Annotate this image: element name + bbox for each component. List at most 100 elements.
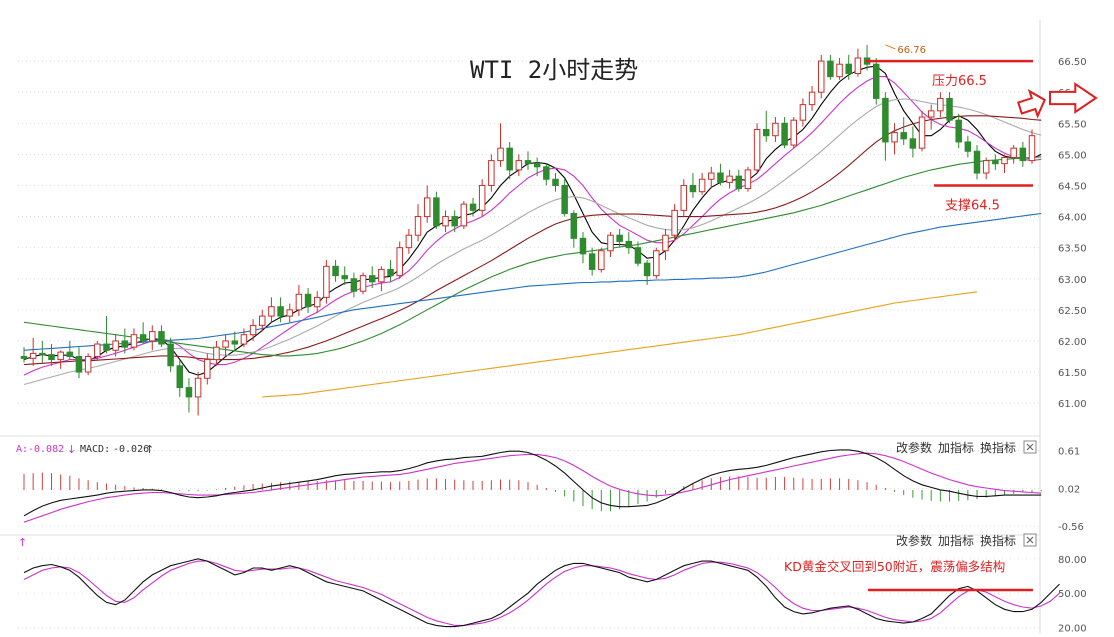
candle-down — [524, 160, 532, 165]
price-tick-label: 63.00 — [1058, 275, 1087, 286]
down-arrow-icon: ↓ — [67, 443, 76, 456]
axis-layer: 66.5066.0065.5065.0064.5064.0063.5063.00… — [0, 20, 1087, 633]
candle-down — [717, 172, 724, 183]
candle-up — [927, 110, 935, 118]
candle-down — [368, 275, 376, 283]
price-tick-label: 63.50 — [1058, 244, 1087, 255]
indicator-button-edit-params[interactable]: 改参数 — [896, 440, 932, 455]
candle-up — [249, 324, 257, 336]
candle-up — [396, 247, 403, 277]
candle-down — [992, 160, 999, 165]
close-icon[interactable] — [1023, 440, 1037, 454]
right-arrow-icon — [1049, 82, 1098, 114]
kd-tick-label: 80.00 — [1058, 555, 1087, 566]
support-label: 支撑64.5 — [945, 198, 1000, 213]
candle-down — [66, 351, 74, 357]
candle-up — [708, 172, 715, 180]
moving-average-line — [262, 291, 978, 398]
candle-up — [414, 216, 422, 236]
candle-up — [94, 343, 101, 357]
moving-average-line — [23, 115, 1042, 366]
macd-dif-value: -0.082 — [28, 444, 64, 455]
indicator-button-add-indicator[interactable]: 加指标 — [938, 440, 974, 455]
kd-d-line — [23, 560, 1060, 626]
candle-down — [634, 247, 642, 264]
candle-up — [1001, 156, 1008, 165]
price-tick-label: 61.50 — [1058, 368, 1087, 379]
candle-up — [891, 132, 898, 143]
candle-up — [286, 309, 293, 317]
kd-annotation: KD黄金交叉回到50附近，震荡偏多结构 — [784, 559, 1005, 574]
candle-down — [332, 265, 339, 277]
candle-down — [827, 60, 834, 78]
candle-down — [872, 63, 880, 99]
candle-down — [39, 352, 46, 356]
candle-up — [213, 346, 220, 361]
close-icon[interactable] — [1023, 533, 1037, 547]
candle-down — [75, 355, 83, 373]
candle-up — [442, 216, 449, 227]
macd-tick-label: 0.02 — [1058, 485, 1080, 496]
price-tick-label: 65.50 — [1058, 119, 1087, 130]
candle-up — [149, 331, 156, 342]
candle-down — [1019, 147, 1027, 162]
moving-average-layer — [23, 65, 1042, 398]
candle-down — [103, 343, 110, 351]
candle-up — [405, 234, 413, 249]
candle-up — [854, 57, 862, 75]
candle-up — [488, 160, 495, 186]
indicator-button-add-indicator[interactable]: 加指标 — [938, 533, 974, 548]
indicator-button-edit-params[interactable]: 改参数 — [896, 533, 932, 548]
candle-down — [625, 240, 633, 249]
candle-down — [552, 178, 559, 186]
moving-average-line — [23, 156, 1042, 357]
candle-down — [900, 132, 907, 140]
candle-down — [964, 141, 972, 152]
candle-down — [167, 343, 174, 367]
candle-up — [744, 169, 752, 190]
macd-tick-label: 0.61 — [1058, 447, 1080, 458]
candle-up — [836, 63, 843, 78]
candle-down — [616, 234, 623, 242]
up-arrow-icon: ↑ — [18, 536, 27, 549]
candle-up — [653, 250, 660, 277]
candle-down — [469, 203, 477, 211]
candle-up — [726, 175, 733, 183]
price-tick-label: 64.50 — [1058, 181, 1087, 192]
moving-average-line — [23, 212, 1042, 351]
candle-up — [478, 184, 486, 211]
candle-up — [790, 119, 797, 146]
candle-up — [753, 129, 761, 171]
candle-down — [350, 278, 358, 292]
close-icon-x — [1026, 536, 1034, 544]
right-arrow-icon — [1049, 82, 1098, 114]
candle-up — [515, 160, 523, 171]
candle-up — [240, 334, 248, 345]
candle-up — [259, 315, 266, 326]
candle-up — [378, 268, 385, 283]
candle-down — [185, 387, 193, 398]
kd-panel: 80.00 50.00 20.00 KD黄金交叉回到50附近，震荡偏多结构 ↑ — [18, 536, 1087, 635]
candle-down — [231, 340, 239, 345]
candle-down — [909, 138, 917, 149]
indicator-button-switch-indicator[interactable]: 换指标 — [980, 533, 1016, 548]
price-tick-label: 62.00 — [1058, 337, 1087, 348]
candle-up — [772, 122, 779, 137]
candle-down — [543, 166, 550, 180]
candle-up — [204, 359, 211, 379]
moving-average-line — [23, 65, 1042, 376]
high-pointer — [885, 44, 896, 50]
candle-down — [48, 354, 55, 361]
candle-down — [176, 365, 184, 389]
candle-up — [808, 91, 816, 106]
candle-up — [698, 178, 706, 193]
macd-legend-prefix: A: — [16, 444, 28, 455]
moving-average-line — [23, 76, 1042, 376]
candle-down — [588, 253, 596, 270]
candle-up — [57, 351, 64, 361]
indicator-button-switch-indicator[interactable]: 换指标 — [980, 440, 1016, 455]
candle-up — [323, 265, 330, 298]
price-tick-label: 64.00 — [1058, 213, 1087, 224]
